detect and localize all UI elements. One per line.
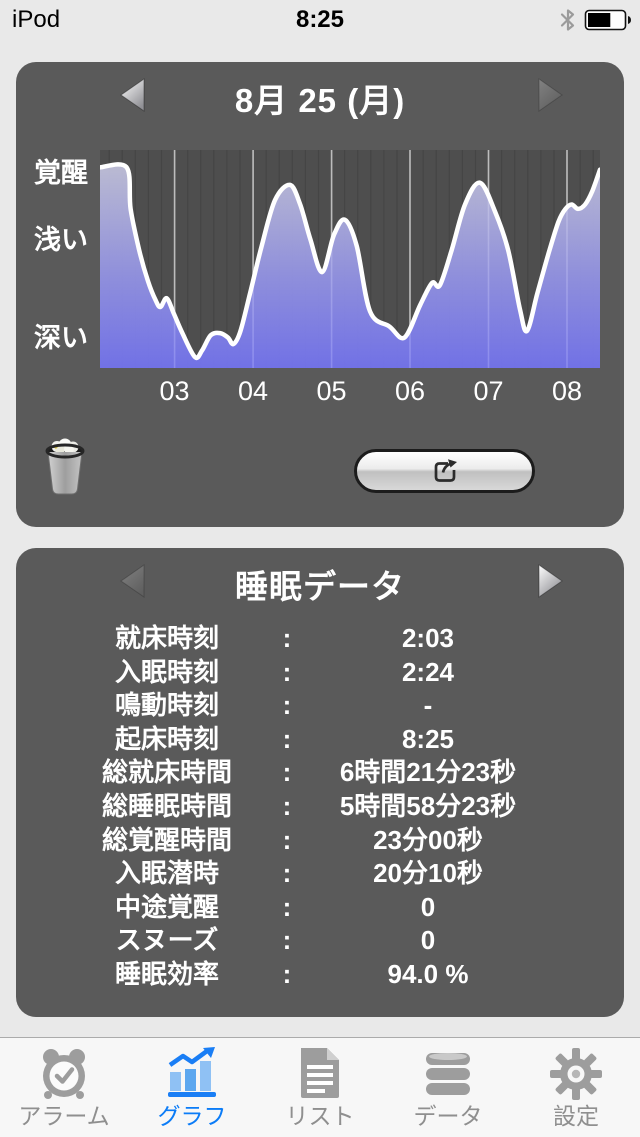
row-label: 睡眠効率 [114, 958, 219, 989]
table-row: 入眠時刻: 2:24 [16, 656, 624, 690]
chevron-left-icon [120, 564, 145, 598]
x-axis-label: 05 [316, 376, 347, 406]
sleep-data-panel: 睡眠データ 就床時刻:2:03 入眠時刻:2:24 鳴動時刻: - 起床時刻:8:25 総… [16, 548, 624, 1017]
row-label: 鳴動時刻 [114, 690, 219, 721]
row-label: 就床時刻 [114, 623, 219, 653]
y-axis-label: 覚醒 [34, 157, 88, 188]
y-axis-label: 深い [34, 322, 88, 353]
tab-list[interactable]: リスト [256, 1038, 384, 1137]
row-label: 中途覚醒 [114, 891, 219, 922]
tab-bar: アラーム グラフ リスト データ [0, 1037, 640, 1137]
tab-alarm[interactable]: アラーム [0, 1038, 128, 1137]
tab-label: アラーム [18, 1103, 110, 1129]
y-axis-label: 浅い [34, 225, 88, 256]
x-axis-label: 07 [473, 376, 504, 406]
x-axis-label: 04 [238, 376, 269, 406]
table-row: 総就床時間: 6時間21分23秒 [16, 756, 624, 790]
table-row: 入眠潜時: 20分10秒 [16, 857, 624, 891]
next-day-button[interactable] [537, 78, 563, 112]
data-panel-title: 睡眠データ [235, 568, 405, 605]
row-colon-separator: : [282, 656, 292, 687]
row-value: 2:24 [401, 656, 455, 687]
sleep-data-table: 就床時刻: 2:03 入眠時刻: 2:24 鳴動時刻: - 起床時刻: 8:25 総就床時間: 6… [16, 622, 624, 992]
row-value: 23分00秒 [373, 824, 483, 855]
prev-day-button[interactable] [120, 78, 146, 112]
row-colon-separator: : [282, 925, 292, 956]
row-value: 5時間58分23秒 [339, 790, 517, 821]
row-label: 総覚醒時間 [101, 824, 232, 855]
row-colon-separator: : [282, 858, 292, 889]
table-row: 総睡眠時間: 5時間58分23秒 [16, 790, 624, 824]
row-label: スヌーズ [115, 925, 219, 956]
tab-label: 設定 [553, 1103, 599, 1129]
graph-panel-title: 8月 25 (月) [234, 82, 406, 119]
next-data-page-button[interactable] [537, 564, 563, 598]
bluetooth-icon [560, 9, 575, 31]
row-colon-separator: : [282, 891, 292, 922]
tab-settings[interactable]: 設定 [512, 1038, 640, 1137]
sleep-stage-line [100, 162, 600, 361]
chevron-right-icon [538, 78, 563, 112]
row-colon-separator: : [282, 723, 292, 754]
tab-data[interactable]: データ [384, 1038, 512, 1137]
x-axis-label: 06 [395, 376, 426, 406]
row-label: 入眠潜時 [114, 858, 219, 889]
table-row: 起床時刻: 8:25 [16, 723, 624, 757]
status-bar: iPod 8:25 [0, 0, 640, 40]
battery-icon [584, 9, 631, 31]
row-label: 総睡眠時間 [101, 790, 232, 821]
row-label: 総就床時間 [101, 757, 232, 788]
table-row: 睡眠効率: 94.0 % [16, 958, 624, 992]
row-value: - [423, 690, 433, 721]
sleep-stage-chart [100, 150, 600, 368]
carrier-label: iPod [12, 6, 61, 33]
row-colon-separator: : [282, 757, 292, 788]
table-row: 総覚醒時間: 23分00秒 [16, 824, 624, 858]
share-icon [434, 459, 457, 482]
row-label: 入眠時刻 [114, 656, 219, 687]
x-axis-label: 03 [159, 376, 190, 406]
table-row: 中途覚醒: 0 [16, 891, 624, 925]
row-value: 2:03 [401, 623, 455, 653]
status-clock: 8:25 [295, 6, 345, 33]
row-label: 起床時刻 [114, 723, 219, 754]
chevron-left-icon [120, 78, 145, 112]
share-button[interactable] [354, 449, 535, 493]
row-value: 94.0 % [387, 958, 469, 989]
prev-data-page-button[interactable] [120, 564, 146, 598]
row-colon-separator: : [282, 790, 292, 821]
sleep-area-fill [100, 164, 600, 368]
row-colon-separator: : [282, 623, 292, 653]
list-icon [301, 1048, 339, 1098]
sleep-graph-panel: 8月 25 (月) 覚醒浅い深い 03 04 05 06 07 08 [16, 62, 624, 527]
row-colon-separator: : [282, 958, 292, 989]
chevron-right-icon [538, 564, 563, 598]
table-row: スヌーズ: 0 [16, 924, 624, 958]
tab-graph[interactable]: グラフ [128, 1038, 256, 1137]
gear-icon [550, 1048, 602, 1100]
x-axis-label: 08 [552, 376, 583, 406]
tab-label: グラフ [157, 1103, 227, 1129]
row-value: 0 [420, 891, 436, 922]
row-value: 20分10秒 [373, 858, 483, 889]
row-colon-separator: : [282, 824, 292, 855]
row-colon-separator: : [282, 690, 292, 721]
trash-icon [45, 438, 85, 495]
database-icon [426, 1053, 470, 1095]
row-value: 8:25 [401, 723, 455, 754]
tab-label: データ [413, 1103, 483, 1129]
tab-label: リスト [285, 1103, 355, 1129]
row-value: 6時間21分23秒 [339, 757, 517, 788]
bar-chart-icon [168, 1047, 216, 1097]
row-value: 0 [420, 925, 436, 956]
table-row: 就床時刻: 2:03 [16, 622, 624, 656]
trash-button[interactable] [44, 438, 86, 496]
table-row: 鳴動時刻: - [16, 689, 624, 723]
alarm-clock-icon [43, 1049, 85, 1099]
